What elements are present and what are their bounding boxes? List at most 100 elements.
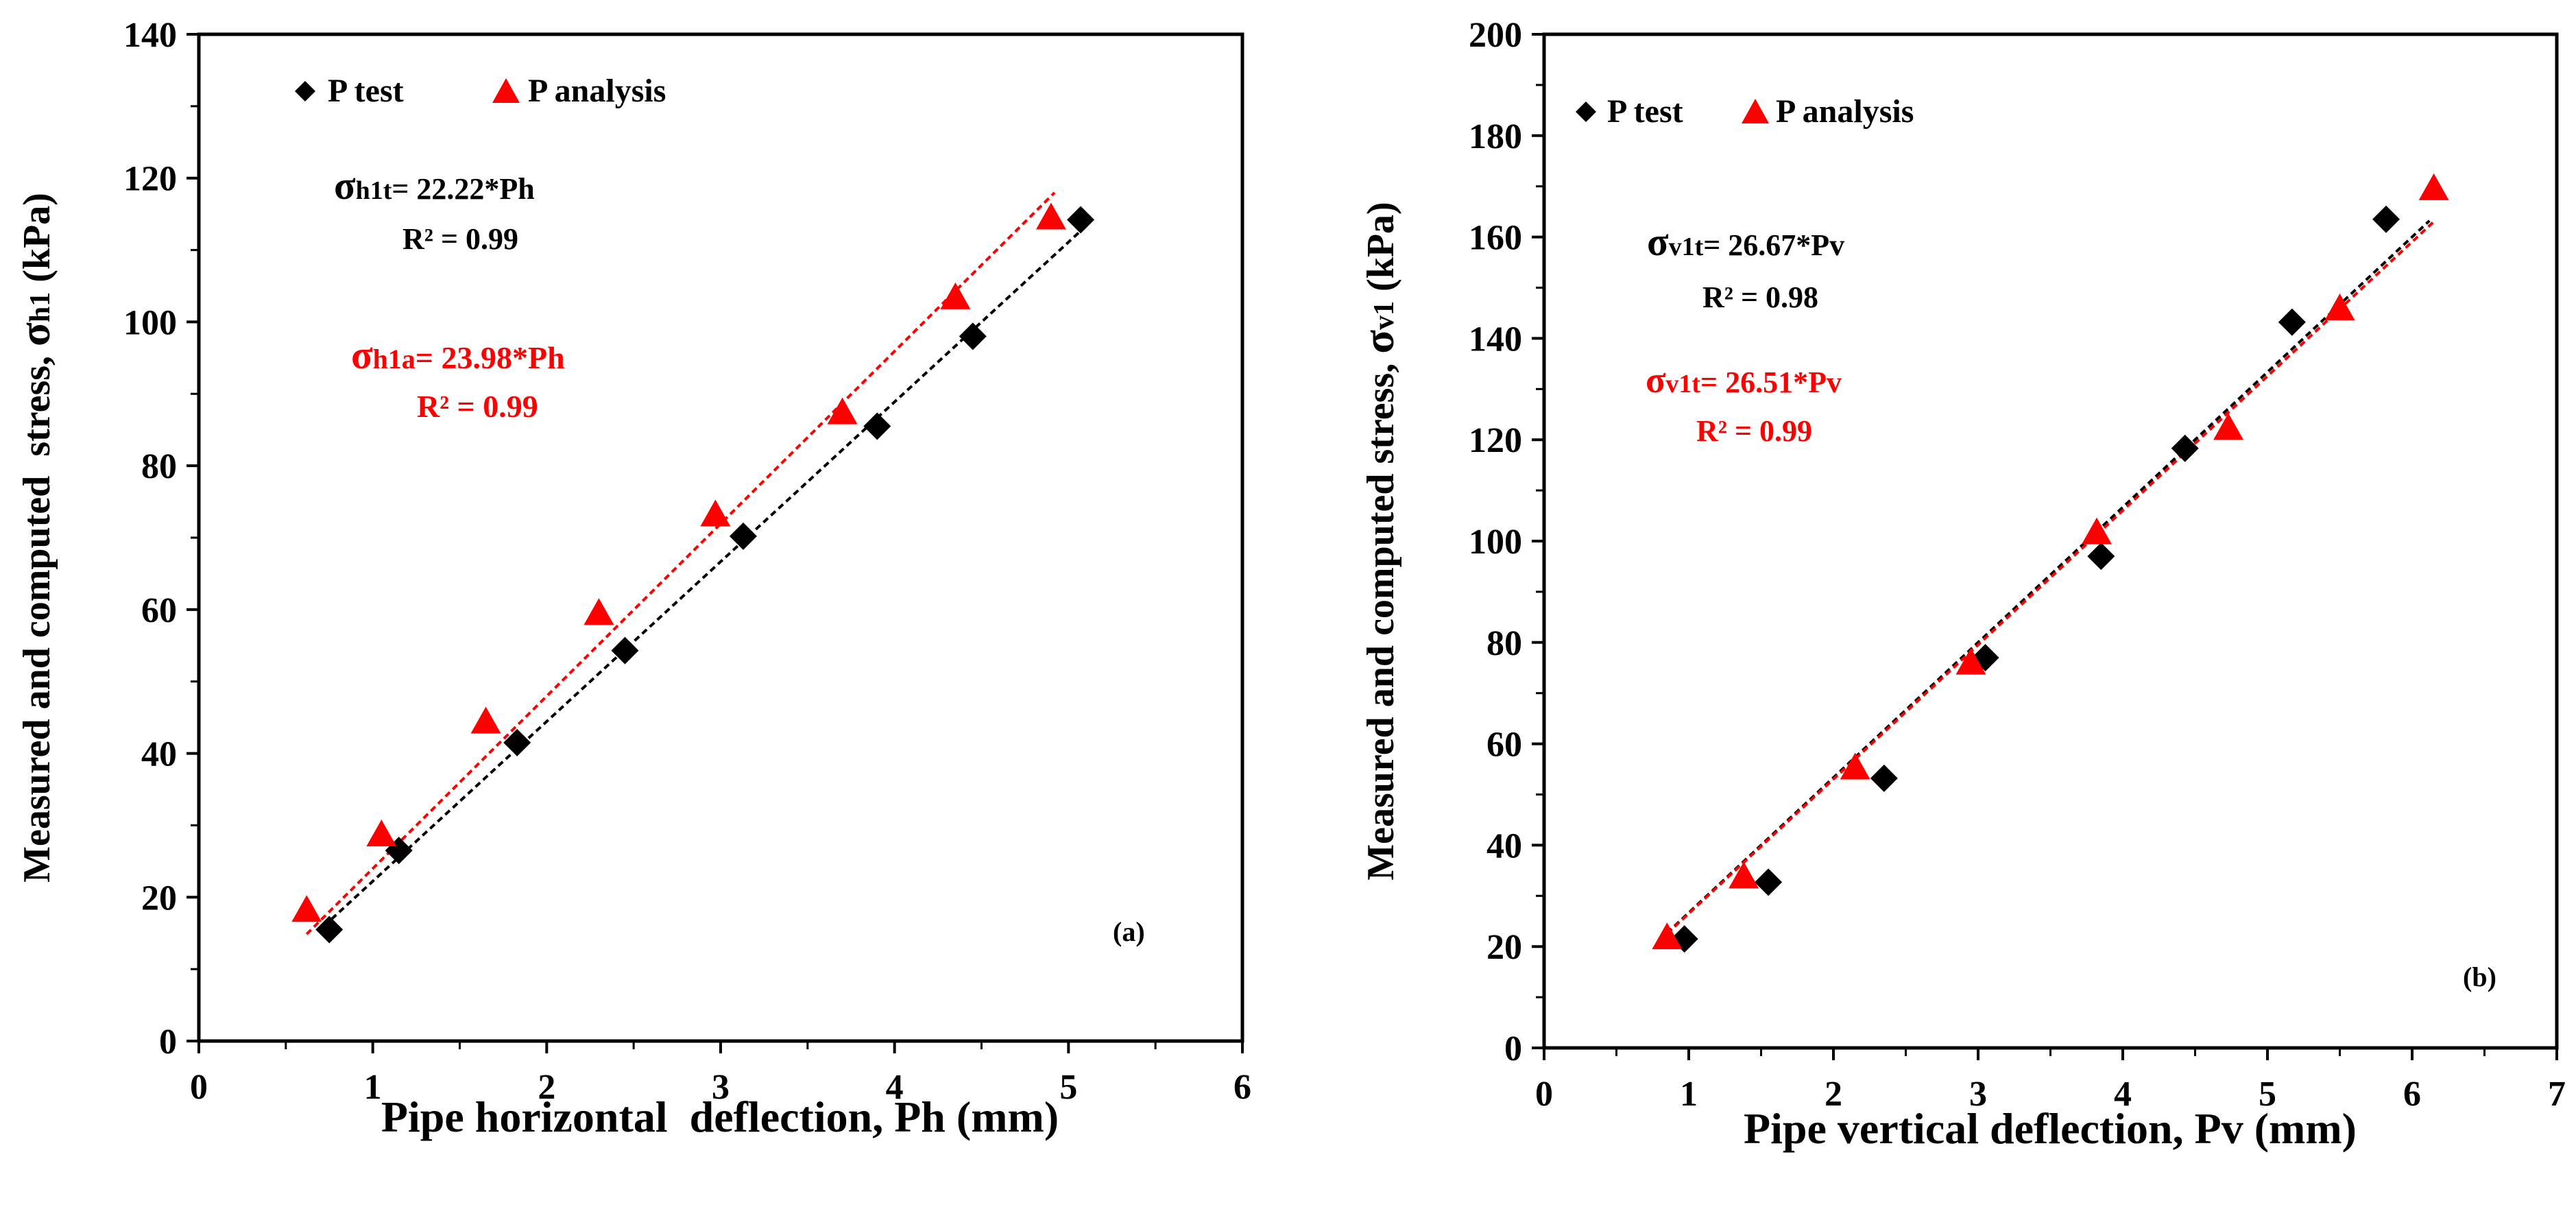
y-axis-label-unit: (kPa) <box>16 193 58 292</box>
annotation-sigma-symbol: σ <box>1646 359 1666 401</box>
x-tick-label: 2 <box>1825 1075 1842 1114</box>
p-analysis-point <box>470 706 501 734</box>
x-tick-label: 1 <box>364 1068 382 1107</box>
p-analysis-point <box>1729 861 1759 889</box>
annotation-sigma-symbol: σ <box>351 333 373 377</box>
panel-b-y-axis-label: Measured and computed stress, σv1 (kPa) <box>1354 202 1403 880</box>
y-tick-label: 0 <box>1504 1029 1522 1068</box>
p-test-point <box>2278 308 2306 336</box>
y-tick-label: 0 <box>159 1023 177 1062</box>
y-axis-label-text: Measured and computed stress, <box>16 346 58 883</box>
trendline-diamond <box>323 222 1091 927</box>
p-analysis-point <box>1035 202 1066 230</box>
legend-triangle-marker <box>492 78 520 103</box>
x-tick-label: 0 <box>1535 1075 1553 1114</box>
y-tick-label: 100 <box>1469 523 1522 562</box>
panel-b-tick-marks: 0 1 2 3 4 5 6 7 0 20 40 60 80 100 120 140 160 180 200 <box>1469 16 2566 1114</box>
annotation-equation: = 26.51*Pv <box>1700 366 1842 399</box>
annotation-subscript: v1t <box>1669 232 1704 261</box>
y-axis-label-sigma: σ <box>1354 330 1403 354</box>
legend-label-p-analysis: P analysis <box>1776 93 1914 130</box>
annotation-equation: = 23.98*Ph <box>416 340 565 375</box>
x-tick-label: 2 <box>538 1068 555 1107</box>
p-test-point <box>1755 868 1783 896</box>
panel-a-test-equation: σh1t= 22.22*Ph R² = 0.99 <box>334 163 535 256</box>
p-test-point <box>2171 434 2199 462</box>
y-tick-label: 20 <box>141 879 177 918</box>
svg-text:σh1t= 22.22*Ph: σh1t= 22.22*Ph <box>334 163 535 208</box>
panel-a-trendlines <box>305 191 1091 935</box>
p-test-point <box>1067 206 1095 234</box>
panel-a-label: (a) <box>1113 916 1145 947</box>
x-tick-label: 1 <box>1680 1075 1698 1114</box>
p-test-point <box>729 522 757 550</box>
annotation-r-squared: R² = 0.99 <box>402 222 518 256</box>
p-analysis-point <box>583 598 614 625</box>
y-tick-label: 180 <box>1469 117 1522 156</box>
x-tick-label: 3 <box>712 1068 730 1107</box>
annotation-equation: = 26.67*Pv <box>1703 228 1844 262</box>
p-test-point <box>503 728 531 756</box>
x-tick-label: 4 <box>886 1068 904 1107</box>
p-analysis-point <box>2324 294 2355 321</box>
svg-text:σv1t= 26.67*Pv: σv1t= 26.67*Pv <box>1647 219 1844 264</box>
p-analysis-point <box>1955 647 1986 675</box>
p-test-point <box>611 636 639 665</box>
y-tick-label: 60 <box>1486 726 1522 765</box>
y-axis-label-unit: (kPa) <box>1360 202 1402 301</box>
panel-b-trendlines <box>1665 219 2435 935</box>
trendline-diamond <box>1665 219 2431 934</box>
y-tick-label: 20 <box>1486 928 1522 967</box>
y-tick-label: 80 <box>141 447 177 486</box>
trendline-triangle <box>305 191 1056 935</box>
p-analysis-point <box>940 282 971 309</box>
p-analysis-point <box>291 895 322 922</box>
y-tick-label: 160 <box>1469 219 1522 258</box>
y-tick-label: 100 <box>123 303 177 342</box>
annotation-subscript: h1a <box>373 344 416 374</box>
p-test-point <box>959 322 987 350</box>
p-analysis-point <box>827 397 858 425</box>
legend-diamond-marker <box>295 81 315 101</box>
p-test-point <box>315 916 344 944</box>
p-test-point <box>863 412 891 440</box>
x-tick-label: 6 <box>1233 1068 1251 1107</box>
p-analysis-point <box>2418 173 2449 200</box>
p-analysis-point <box>700 499 731 527</box>
annotation-equation: = 22.22*Ph <box>392 172 534 206</box>
p-analysis-point <box>2213 413 2244 440</box>
x-tick-label: 4 <box>2114 1075 2132 1114</box>
p-test-point <box>2087 542 2115 571</box>
x-tick-label: 3 <box>1969 1075 1987 1114</box>
p-test-point <box>2372 205 2400 233</box>
panel-a-x-axis-label: Pipe horizontal deflection, Ph (mm) <box>381 1092 1059 1141</box>
y-tick-label: 140 <box>1469 320 1522 359</box>
p-analysis-point <box>1840 752 1870 780</box>
y-axis-label-subscript: h1 <box>25 292 56 322</box>
annotation-sigma-symbol: σ <box>334 163 356 208</box>
x-tick-label: 7 <box>2548 1075 2566 1114</box>
y-tick-label: 40 <box>1486 826 1522 865</box>
y-tick-label: 140 <box>123 16 177 55</box>
annotation-subscript: v1t <box>1665 370 1700 398</box>
legend-label-p-analysis: P analysis <box>528 73 666 109</box>
panel-a-y-axis-label: Measured and computed stress, σh1 (kPa) <box>10 193 59 883</box>
panel-b-legend: P test P analysis <box>1576 93 1914 130</box>
y-axis-label-subscript: v1 <box>1369 301 1400 330</box>
panel-b-analysis-equation: σv1t= 26.51*Pv R² = 0.99 <box>1646 359 1842 448</box>
panel-b-chart: 0 1 2 3 4 5 6 7 0 20 40 60 80 100 120 140 160 180 200 P te… <box>1354 16 2566 1153</box>
y-axis-label-sigma: σ <box>10 322 59 346</box>
annotation-r-squared: R² = 0.99 <box>417 389 538 424</box>
y-tick-label: 60 <box>141 591 177 630</box>
x-tick-label: 5 <box>2259 1075 2276 1114</box>
p-analysis-point <box>1652 922 1683 950</box>
y-tick-label: 200 <box>1469 16 1522 55</box>
panel-a-legend: P test P analysis <box>295 73 666 109</box>
p-analysis-point <box>366 820 397 847</box>
svg-text:σv1t= 26.51*Pv: σv1t= 26.51*Pv <box>1646 359 1842 401</box>
svg-text:σh1a= 23.98*Ph: σh1a= 23.98*Ph <box>351 333 565 377</box>
